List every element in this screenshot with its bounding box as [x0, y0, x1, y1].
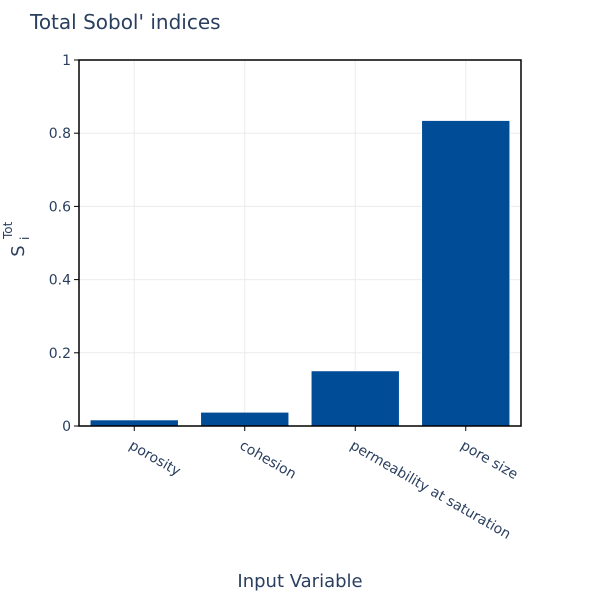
y-axis-title-base: S [8, 245, 29, 256]
bars [89, 119, 511, 427]
bar-pore-size [421, 119, 511, 427]
y-tick-label: 0.2 [49, 346, 71, 362]
y-tick-label: 0.6 [49, 199, 71, 215]
chart-title: Total Sobol' indices [29, 10, 221, 34]
y-tick-label: 0.8 [49, 126, 71, 142]
bar-cohesion [200, 411, 290, 427]
x-tick-label: cohesion [237, 438, 299, 483]
x-tick-label: porosity [126, 438, 183, 480]
x-tick-label: pore size [458, 438, 521, 483]
bar-permeability-at-saturation [310, 370, 400, 427]
y-axis-title-subscript: i [18, 237, 32, 240]
y-axis-title: S i Tot [1, 221, 32, 256]
y-tick-label: 0.4 [49, 273, 71, 289]
y-axis-title-superscript: Tot [1, 221, 15, 240]
bar-porosity [89, 419, 179, 427]
y-tick-labels: 0 0.2 0.4 0.6 0.8 1 [49, 53, 79, 435]
x-axis-title: Input Variable [237, 571, 362, 592]
y-tick-label: 1 [62, 53, 71, 69]
x-tick-labels: porosity cohesion permeability at saturati… [126, 426, 520, 543]
y-tick-label: 0 [62, 419, 71, 435]
plot-frame [78, 59, 522, 427]
